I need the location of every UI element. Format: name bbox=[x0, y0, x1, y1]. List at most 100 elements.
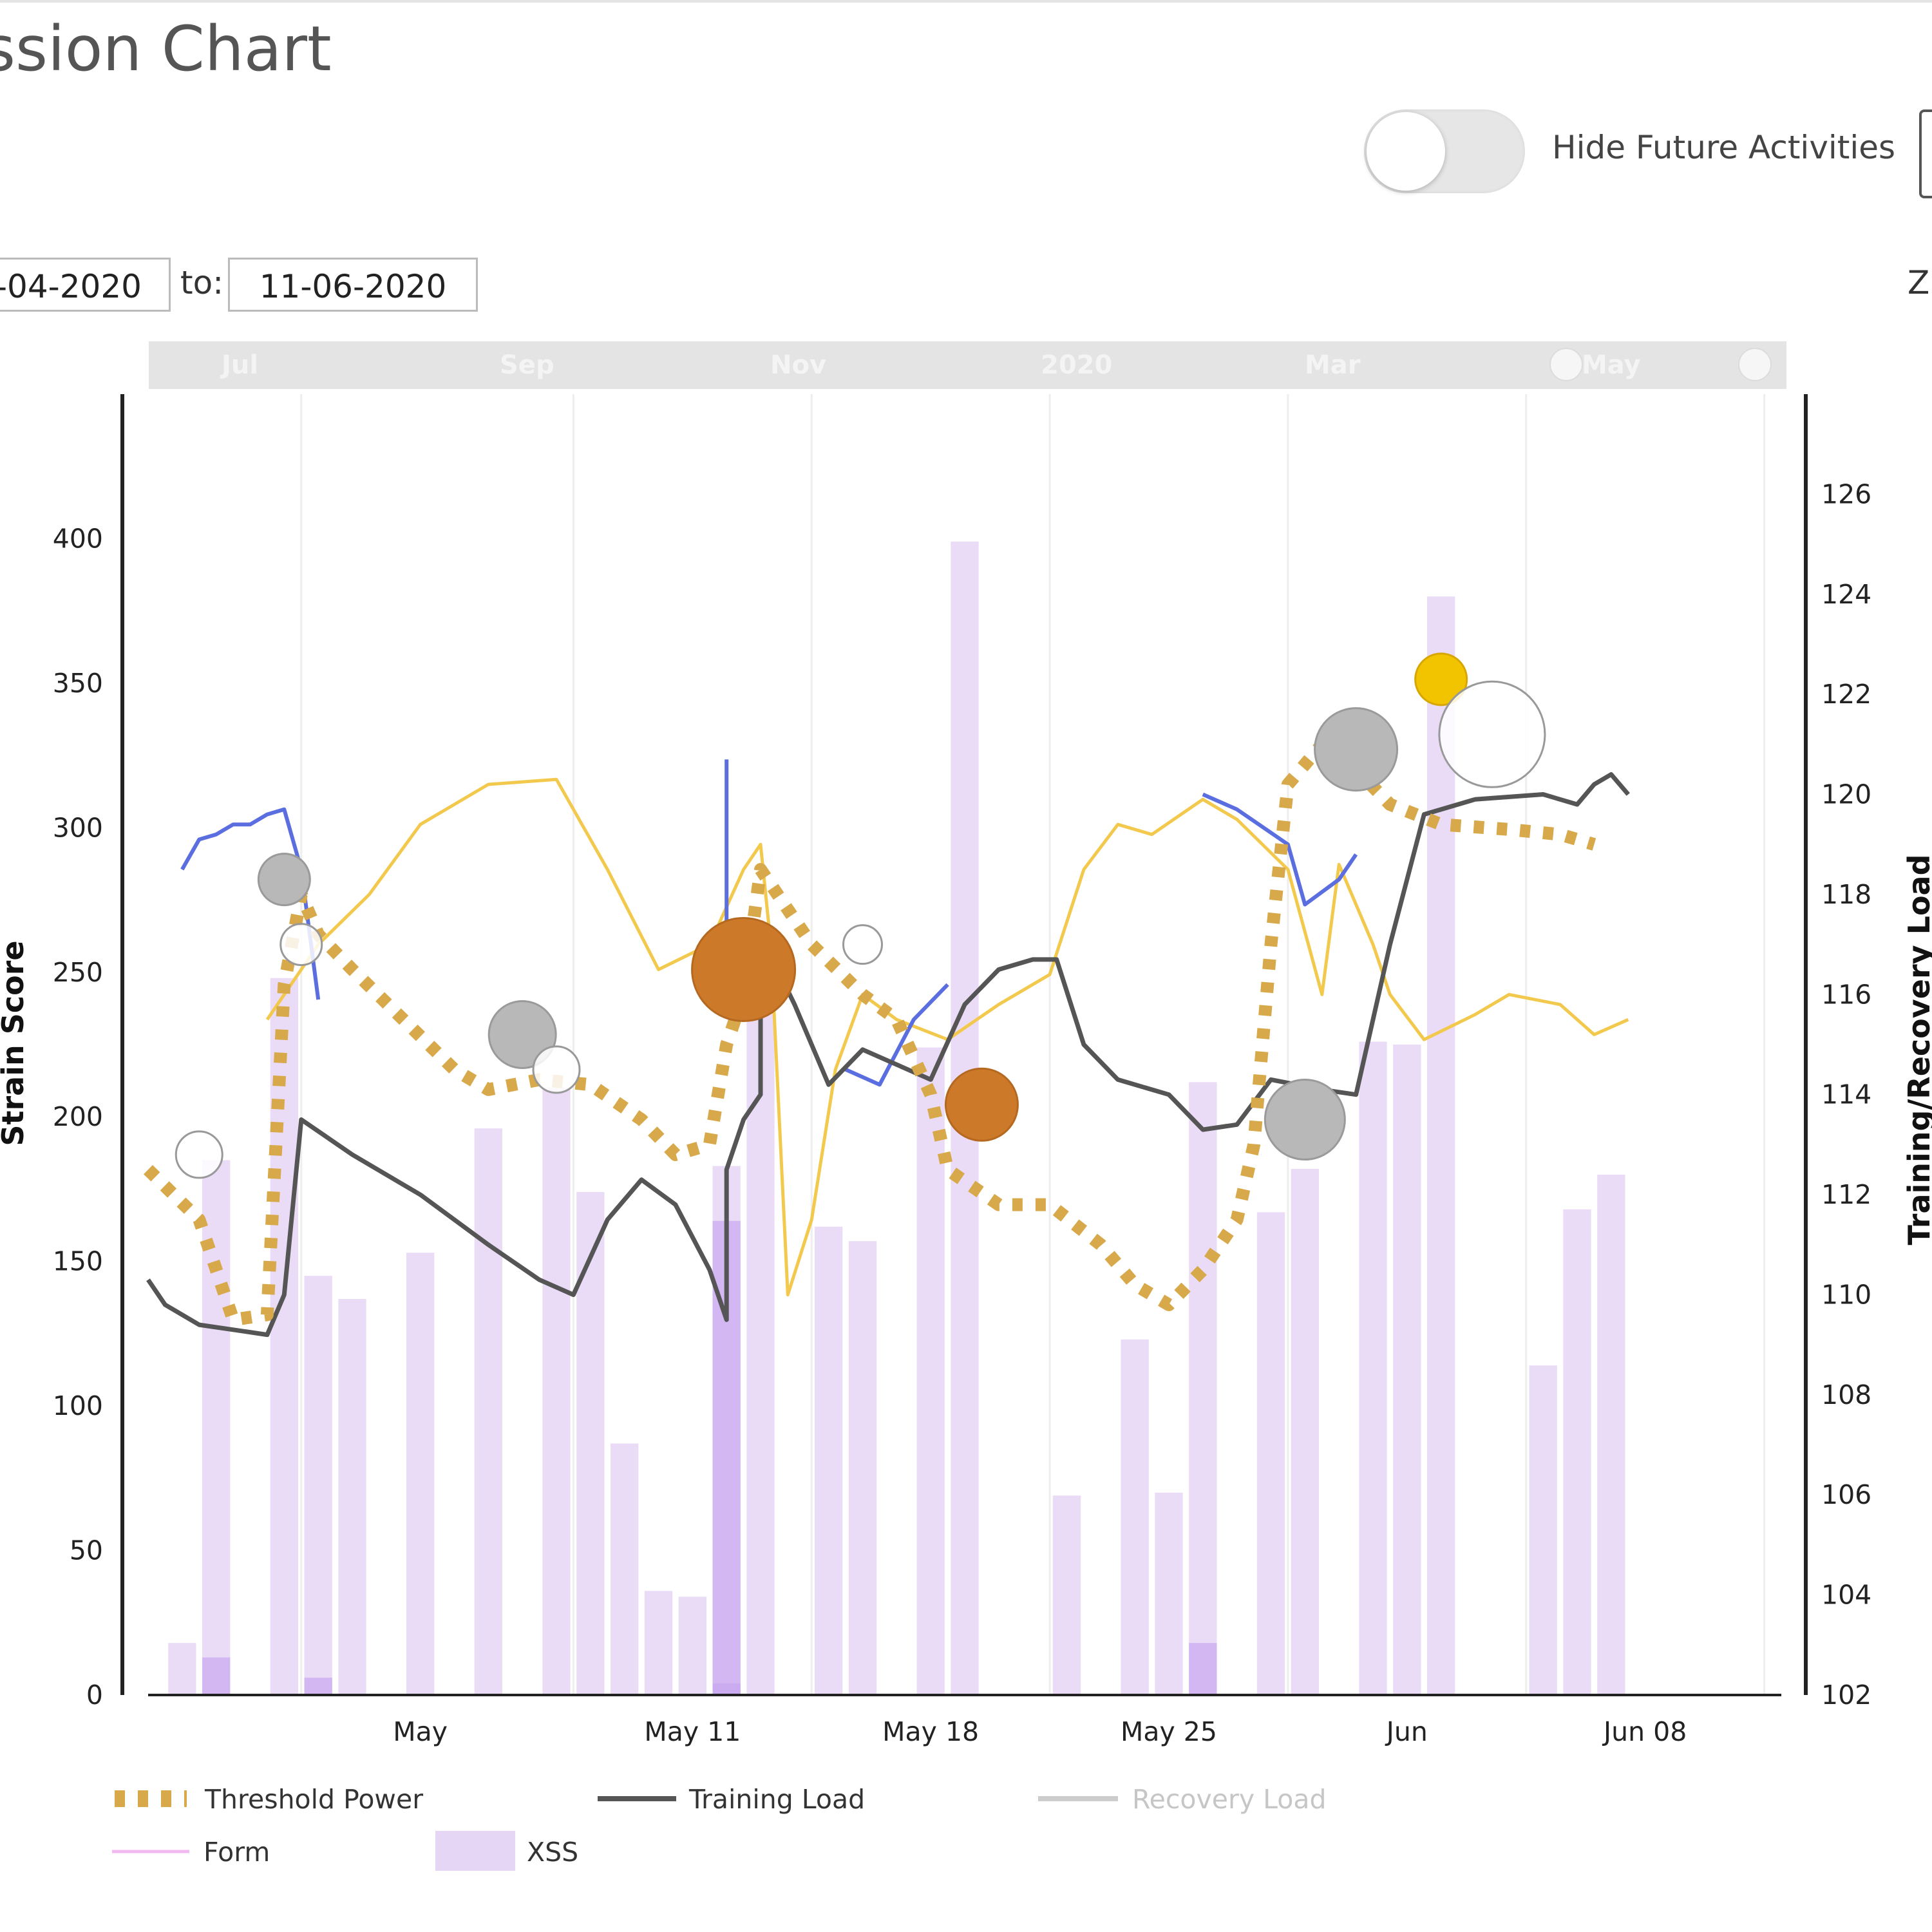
xss-bar bbox=[168, 1643, 196, 1695]
hide-future-label: Hide Future Activities bbox=[1552, 129, 1896, 166]
page-title: ssion Chart bbox=[0, 13, 332, 85]
legend-label: Training Load bbox=[688, 1784, 865, 1815]
xss-bar bbox=[644, 1591, 673, 1695]
xss-bar bbox=[1189, 1082, 1217, 1695]
xss-bar-overlay bbox=[304, 1678, 332, 1695]
x-tick-label: May 11 bbox=[644, 1716, 741, 1747]
left-tick-label: 100 bbox=[53, 1390, 103, 1421]
series-lines bbox=[144, 737, 1630, 1338]
navigator-right-handle[interactable] bbox=[1738, 348, 1772, 381]
blue-series-line bbox=[1202, 792, 1358, 907]
navigator-label: May bbox=[1582, 350, 1641, 380]
left-tick-label: 200 bbox=[53, 1101, 103, 1132]
activity-bubble bbox=[944, 1067, 1019, 1142]
x-tick-labels: May May 11 May 18 May 25 Jun Jun 08 bbox=[393, 1716, 1687, 1747]
grid-lines bbox=[300, 394, 1766, 1695]
right-tick-label: 102 bbox=[1821, 1680, 1871, 1710]
xss-bar bbox=[611, 1443, 639, 1695]
activity-bubble bbox=[842, 924, 883, 965]
date-to-label: to: bbox=[180, 264, 224, 301]
hide-future-toggle[interactable] bbox=[1364, 109, 1525, 193]
date-from-input[interactable]: -04-2020 bbox=[0, 258, 171, 312]
left-axis-title: Strain Score bbox=[0, 940, 30, 1146]
left-tick-label: 350 bbox=[53, 668, 103, 699]
right-tick-labels: 102 104 106 108 110 112 114 116 118 120 122 124 126 bbox=[1821, 478, 1871, 1710]
activity-bubbles bbox=[175, 652, 1546, 1179]
xss-bar-overlay bbox=[202, 1657, 231, 1695]
top-border bbox=[0, 0, 1932, 3]
activity-bubble bbox=[279, 923, 323, 967]
axes bbox=[120, 394, 1808, 1696]
activity-bubble bbox=[691, 916, 797, 1022]
legend-item-recovery-load[interactable]: Recovery Load bbox=[1038, 1784, 1327, 1815]
legend-item-xss[interactable]: XSS bbox=[435, 1831, 578, 1871]
xss-bar bbox=[270, 978, 298, 1695]
threshold-power-line bbox=[144, 737, 1596, 1327]
xss-bar bbox=[304, 1276, 332, 1695]
xss-bars bbox=[168, 541, 1625, 1696]
navigator-label: Sep bbox=[500, 350, 554, 380]
xss-bar bbox=[1563, 1209, 1591, 1695]
xss-bar bbox=[848, 1241, 877, 1695]
xss-bar-overlay bbox=[1189, 1643, 1217, 1695]
cropped-control[interactable] bbox=[1919, 109, 1932, 198]
date-to-input[interactable]: 11-06-2020 bbox=[228, 258, 478, 312]
legend-item-threshold-power[interactable]: Threshold Power bbox=[115, 1784, 423, 1815]
left-tick-label: 150 bbox=[53, 1246, 103, 1277]
legend-item-training-load[interactable]: Training Load bbox=[598, 1784, 865, 1815]
right-tick-label: 118 bbox=[1821, 879, 1871, 910]
left-tick-label: 0 bbox=[86, 1680, 103, 1710]
activity-bubble bbox=[175, 1130, 223, 1179]
xss-bar bbox=[1427, 596, 1455, 1696]
xss-bar bbox=[1597, 1175, 1625, 1695]
legend-label: XSS bbox=[527, 1837, 578, 1868]
right-tick-label: 106 bbox=[1821, 1479, 1871, 1510]
xss-bar bbox=[542, 1088, 571, 1695]
right-tick-label: 104 bbox=[1821, 1580, 1871, 1611]
xss-bar bbox=[1121, 1339, 1149, 1695]
right-tick-label: 124 bbox=[1821, 579, 1871, 610]
legend-label: Form bbox=[204, 1837, 270, 1868]
right-tick-label: 122 bbox=[1821, 679, 1871, 710]
activity-bubble bbox=[257, 853, 311, 907]
xss-bar bbox=[916, 1047, 945, 1695]
blue-series-line bbox=[180, 807, 321, 1000]
right-tick-label: 110 bbox=[1821, 1279, 1871, 1310]
navigator-left-handle[interactable] bbox=[1549, 348, 1583, 381]
right-tick-label: 108 bbox=[1821, 1379, 1871, 1410]
xss-bar bbox=[338, 1299, 366, 1695]
xss-bar bbox=[1291, 1169, 1319, 1695]
navigator-label: Nov bbox=[770, 350, 827, 380]
xss-bar bbox=[1529, 1365, 1557, 1695]
xss-bar bbox=[1052, 1495, 1081, 1695]
xss-bar bbox=[576, 1191, 605, 1695]
training-load-line bbox=[146, 772, 1630, 1338]
xss-bar bbox=[1256, 1212, 1285, 1695]
xss-bar bbox=[406, 1253, 435, 1695]
navigator-label: Jul bbox=[222, 350, 259, 380]
legend-swatch-xss bbox=[435, 1831, 515, 1871]
xss-bar bbox=[1393, 1045, 1421, 1695]
xss-bar bbox=[474, 1128, 502, 1695]
toggle-knob bbox=[1367, 112, 1445, 191]
cropped-label: Z bbox=[1908, 264, 1930, 301]
xss-bar bbox=[678, 1596, 706, 1695]
range-navigator[interactable]: Jul Sep Nov 2020 Mar May bbox=[149, 341, 1786, 389]
activity-bubble bbox=[488, 999, 557, 1069]
legend-label: Threshold Power bbox=[204, 1784, 423, 1815]
activity-bubble bbox=[1438, 680, 1546, 788]
activity-bubble bbox=[532, 1045, 581, 1094]
right-axis-title: Training/Recovery Load bbox=[1902, 854, 1932, 1245]
x-tick-label: Jun 08 bbox=[1602, 1716, 1687, 1747]
xss-bar bbox=[1155, 1492, 1183, 1695]
legend-label: Recovery Load bbox=[1132, 1784, 1327, 1815]
legend-item-form[interactable]: Form bbox=[112, 1837, 270, 1868]
x-tick-label: Jun bbox=[1385, 1716, 1428, 1747]
xss-bar bbox=[1359, 1041, 1387, 1695]
x-tick-label: May 25 bbox=[1121, 1716, 1217, 1747]
left-tick-label: 400 bbox=[53, 523, 103, 554]
right-tick-label: 112 bbox=[1821, 1179, 1871, 1210]
yellow-series-line bbox=[265, 777, 1629, 1296]
left-tick-label: 300 bbox=[53, 812, 103, 843]
